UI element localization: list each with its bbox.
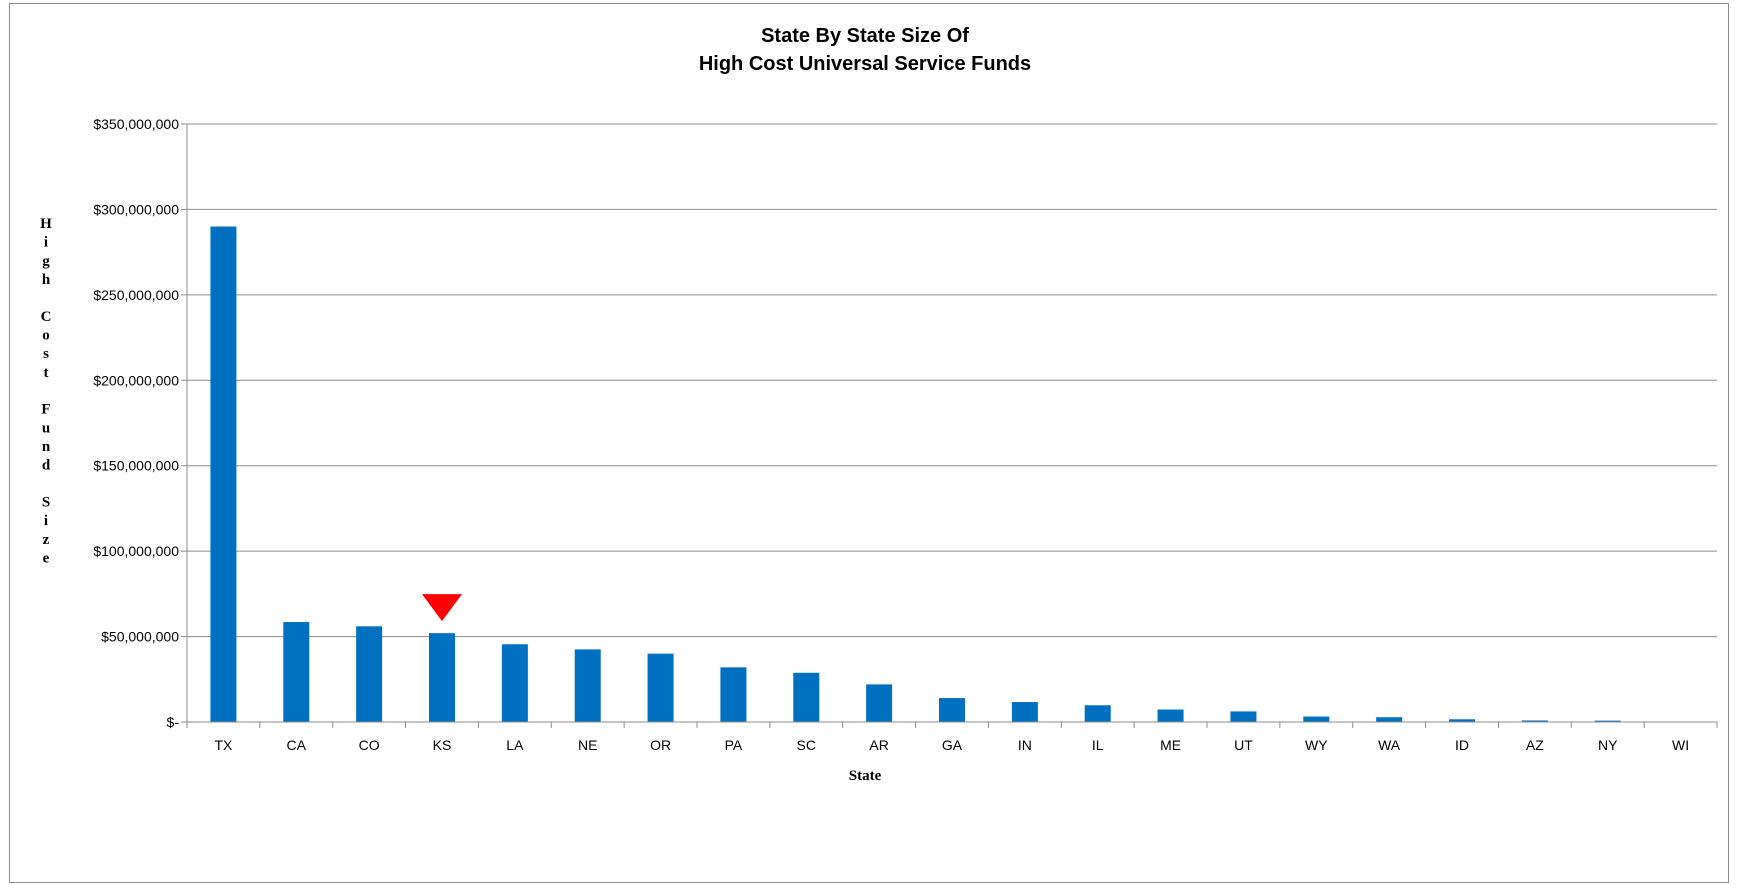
bar-ar: [866, 684, 893, 722]
bar-ks: [429, 633, 455, 722]
y-tick-label: $50,000,000: [101, 629, 179, 645]
bars: [210, 226, 1694, 722]
axes: [186, 124, 1718, 728]
y-tick-label: $300,000,000: [93, 201, 179, 217]
bar-ut: [1230, 711, 1257, 722]
x-tick-label: KS: [433, 737, 452, 753]
y-tick-label: $100,000,000: [93, 543, 179, 559]
x-tick-label: UT: [1234, 737, 1253, 753]
y-tick-label: $250,000,000: [93, 287, 179, 303]
x-tick-label: IL: [1092, 737, 1104, 753]
y-tick-label: $150,000,000: [93, 458, 179, 474]
gridlines: [181, 123, 1717, 723]
x-tick-label: WY: [1305, 737, 1328, 753]
x-tick-label: LA: [506, 737, 524, 753]
highlight-marker: [422, 594, 462, 622]
chart-frame: State By State Size Of High Cost Univers…: [9, 3, 1729, 883]
bar-ga: [939, 698, 965, 722]
x-tick-label: OR: [650, 737, 671, 753]
y-axis-tick-labels: $- $50,000,000 $100,000,000 $150,000,000 $20…: [93, 116, 179, 730]
bar-la: [501, 644, 528, 722]
x-tick-label: TX: [214, 737, 233, 753]
x-tick-label: NE: [578, 737, 597, 753]
chart-title: State By State Size Of High Cost Univers…: [699, 25, 1031, 75]
x-tick-label: ID: [1455, 737, 1469, 753]
x-tick-label: CO: [359, 737, 380, 753]
bar-pa: [720, 667, 747, 722]
bar-co: [356, 626, 383, 722]
bar-wa: [1376, 717, 1403, 722]
x-tick-label: AZ: [1526, 737, 1544, 753]
bar-id: [1449, 719, 1475, 722]
x-axis-tick-labels: TX CA CO KS LA NE OR PA SC AR GA IN IL ME UT WY WA ID AZ NY…: [214, 737, 1689, 753]
y-tick-label: $-: [167, 714, 180, 730]
x-tick-label: AR: [869, 737, 888, 753]
chart-title-line-2: High Cost Universal Service Funds: [699, 53, 1031, 75]
bar-tx: [210, 226, 237, 722]
x-tick-label: GA: [942, 737, 963, 753]
bar-ne: [574, 649, 601, 722]
x-tick-label: PA: [725, 737, 743, 753]
x-tick-label: SC: [797, 737, 816, 753]
y-tick-label: $200,000,000: [93, 372, 179, 388]
bar-az: [1521, 720, 1548, 722]
bar-sc: [793, 672, 820, 722]
bar-or: [647, 653, 674, 722]
x-tick-label: IN: [1018, 737, 1032, 753]
x-tick-label: WA: [1378, 737, 1401, 753]
highlight-marker-triangle: [422, 594, 462, 622]
x-axis-title: State: [849, 768, 882, 784]
x-tick-label: CA: [287, 737, 307, 753]
bar-me: [1157, 709, 1184, 722]
chart-title-line-1: State By State Size Of: [761, 25, 969, 47]
bar-wy: [1303, 716, 1330, 722]
x-tick-label: WI: [1672, 737, 1689, 753]
bar-il: [1084, 705, 1111, 722]
bar-ny: [1594, 720, 1621, 722]
x-tick-label: ME: [1160, 737, 1181, 753]
bar-ca: [283, 622, 310, 722]
bar-in: [1011, 702, 1038, 722]
x-tick-label: NY: [1598, 737, 1618, 753]
y-tick-label: $350,000,000: [93, 116, 179, 132]
bar-chart: State By State Size Of High Cost Univers…: [40, 25, 1718, 784]
